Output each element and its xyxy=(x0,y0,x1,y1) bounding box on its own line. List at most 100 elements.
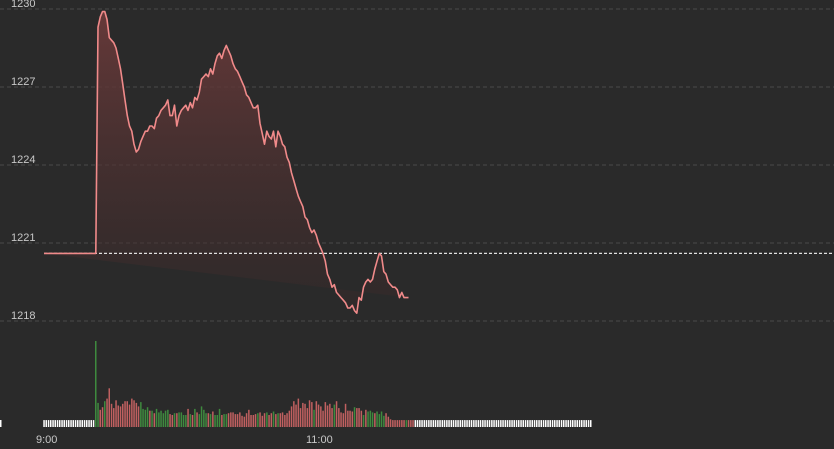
volume-bar xyxy=(538,420,540,427)
volume-bar xyxy=(250,415,252,427)
volume-bar xyxy=(432,420,435,427)
volume-bar xyxy=(536,420,538,427)
volume-bar xyxy=(113,408,115,427)
volume-bar xyxy=(518,420,520,427)
volume-bar xyxy=(430,420,432,427)
volume-bar xyxy=(306,408,309,427)
volume-bar xyxy=(459,420,462,427)
volume-bar xyxy=(131,398,133,427)
volume-bar xyxy=(284,415,286,427)
volume-bar xyxy=(288,410,291,427)
volume-bar xyxy=(320,406,322,427)
volume-bar xyxy=(162,413,165,427)
volume-bar xyxy=(182,415,185,427)
volume-bar xyxy=(587,420,590,427)
volume-bar xyxy=(340,412,342,427)
volume-bar xyxy=(479,420,482,427)
volume-bar xyxy=(50,420,52,427)
volume-bar xyxy=(367,411,369,427)
volume-bar xyxy=(576,420,578,427)
volume-bar xyxy=(360,410,363,427)
volume-bar xyxy=(403,420,405,427)
volume-bar xyxy=(97,402,99,427)
volume-bar xyxy=(410,420,412,427)
volume-bar xyxy=(81,420,83,427)
volume-bar xyxy=(122,403,124,427)
volume-bar xyxy=(115,400,117,427)
volume-bar xyxy=(581,420,583,427)
x-tick-label: 9:00 xyxy=(36,434,57,446)
volume-bar xyxy=(428,420,430,427)
volume-bar xyxy=(128,404,131,427)
volume-bar xyxy=(286,413,288,427)
volume-bar xyxy=(104,401,106,427)
volume-bar xyxy=(232,412,234,427)
volume-bar xyxy=(86,420,88,427)
volume-bar xyxy=(477,420,480,427)
volume-bar xyxy=(439,420,441,427)
volume-bar xyxy=(504,420,507,427)
volume-bar xyxy=(416,420,419,427)
y-tick-label: 1227 xyxy=(11,76,35,88)
volume-bar xyxy=(207,413,210,427)
volume-bar xyxy=(169,414,171,427)
volume-bar xyxy=(277,413,279,427)
volume-bar xyxy=(70,420,72,427)
volume-bar xyxy=(545,420,547,427)
volume-bar xyxy=(374,413,376,427)
volume-bar xyxy=(196,412,198,427)
volume-bar xyxy=(95,341,97,427)
y-tick-label: 1218 xyxy=(11,310,35,322)
volume-bars xyxy=(0,341,592,427)
volume-bar xyxy=(324,402,327,427)
volume-bar xyxy=(133,400,135,427)
volume-bar xyxy=(279,413,282,427)
volume-bar xyxy=(389,419,392,427)
volume-bar xyxy=(43,420,45,427)
volume-bar xyxy=(315,401,318,427)
volume-bar xyxy=(509,420,511,427)
volume-bar xyxy=(205,413,207,427)
volume-bar xyxy=(527,420,529,427)
volume-bar xyxy=(61,420,63,427)
volume-bar xyxy=(90,420,92,427)
volume-bar xyxy=(311,402,313,427)
volume-bar xyxy=(299,408,302,427)
volume-bar xyxy=(486,420,489,427)
gridlines xyxy=(0,8,834,322)
volume-bar xyxy=(110,403,113,427)
volume-bar xyxy=(522,420,524,427)
volume-bar xyxy=(52,420,54,427)
volume-bar xyxy=(198,414,201,427)
volume-bar xyxy=(79,420,81,427)
volume-bar xyxy=(146,407,149,427)
volume-bar xyxy=(144,409,147,427)
volume-bar xyxy=(160,410,162,427)
volume-bar xyxy=(567,420,569,427)
volume-bar xyxy=(225,414,228,427)
volume-bar xyxy=(423,420,426,427)
price-area xyxy=(44,11,409,314)
volume-bar xyxy=(241,415,243,427)
volume-bar xyxy=(257,413,259,427)
volume-bar xyxy=(266,412,268,427)
volume-bar xyxy=(585,420,587,427)
volume-bar xyxy=(491,420,493,427)
volume-bar xyxy=(511,420,513,427)
volume-bar xyxy=(68,420,70,427)
volume-bar xyxy=(376,411,378,427)
volume-bar xyxy=(452,420,455,427)
volume-bar xyxy=(533,420,536,427)
volume-bar xyxy=(560,420,563,427)
volume-bar xyxy=(407,420,410,427)
volume-bar xyxy=(461,420,464,427)
volume-bar xyxy=(457,420,459,427)
volume-bar xyxy=(252,415,255,427)
volume-bar xyxy=(362,415,365,427)
volume-bar xyxy=(425,420,428,427)
volume-bar xyxy=(574,420,576,427)
volume-bar xyxy=(365,409,367,427)
volume-bar xyxy=(272,411,275,427)
volume-bar xyxy=(412,420,414,427)
volume-bar xyxy=(369,410,372,427)
